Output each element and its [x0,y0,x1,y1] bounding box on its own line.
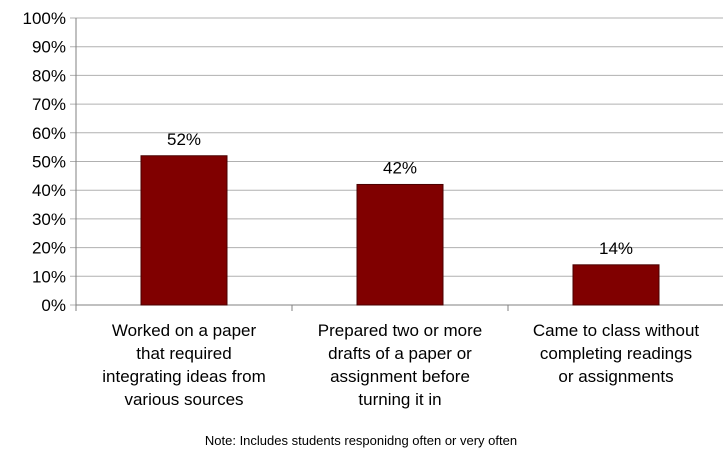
y-tick-label: 90% [32,38,66,57]
x-category-label: that required [136,344,231,363]
chart-note: Note: Includes students responidng often… [205,433,517,448]
x-category-label: integrating ideas from [102,367,265,386]
y-tick-label: 40% [32,181,66,200]
x-category-label: assignment before [330,367,470,386]
y-tick-label: 70% [32,95,66,114]
bar [140,155,228,306]
bar [572,264,660,306]
y-tick-label: 20% [32,239,66,258]
x-category-label: or assignments [558,367,673,386]
data-label: 42% [383,158,417,177]
x-category-label: various sources [124,390,243,409]
y-tick-label: 50% [32,153,66,172]
y-tick-label: 80% [32,66,66,85]
y-tick-label: 10% [32,267,66,286]
x-category-label: turning it in [358,390,441,409]
y-tick-label: 30% [32,210,66,229]
x-category-label: drafts of a paper or [328,344,472,363]
bar [356,183,444,306]
x-category-label: Came to class without [533,321,700,340]
x-category-label: Prepared two or more [318,321,482,340]
data-label: 52% [167,130,201,149]
x-category-label: Worked on a paper [112,321,257,340]
x-category-label: completing readings [540,344,692,363]
y-tick-label: 0% [41,296,66,315]
data-label: 14% [599,239,633,258]
y-tick-label: 100% [23,9,66,28]
y-tick-label: 60% [32,124,66,143]
